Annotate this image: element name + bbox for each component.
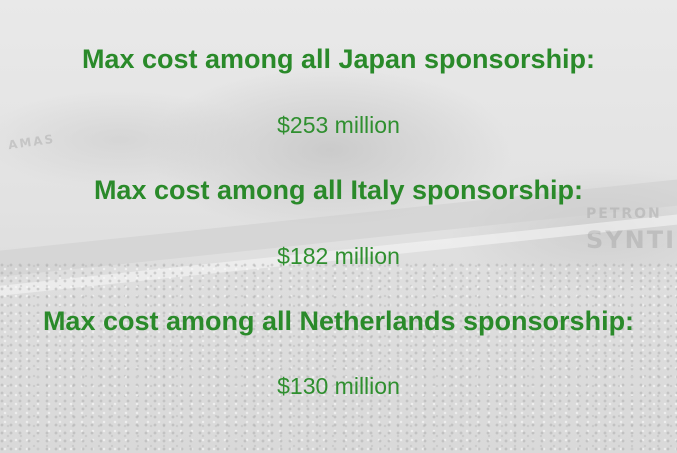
- netherlands-sponsorship-heading: Max cost among all Netherlands sponsorsh…: [42, 306, 635, 336]
- japan-sponsorship-value: $253 million: [277, 112, 400, 138]
- background-watermark-sponsor-bottom: SYNTIU: [586, 226, 677, 254]
- italy-sponsorship-value: $182 million: [277, 243, 400, 269]
- italy-sponsorship-heading: Max cost among all Italy sponsorship:: [93, 175, 584, 205]
- background-watermark-sponsor-top: PETRON: [586, 206, 662, 222]
- background-crowd: [0, 263, 677, 453]
- japan-sponsorship-heading: Max cost among all Japan sponsorship:: [81, 44, 596, 74]
- netherlands-sponsorship-value: $130 million: [277, 373, 400, 399]
